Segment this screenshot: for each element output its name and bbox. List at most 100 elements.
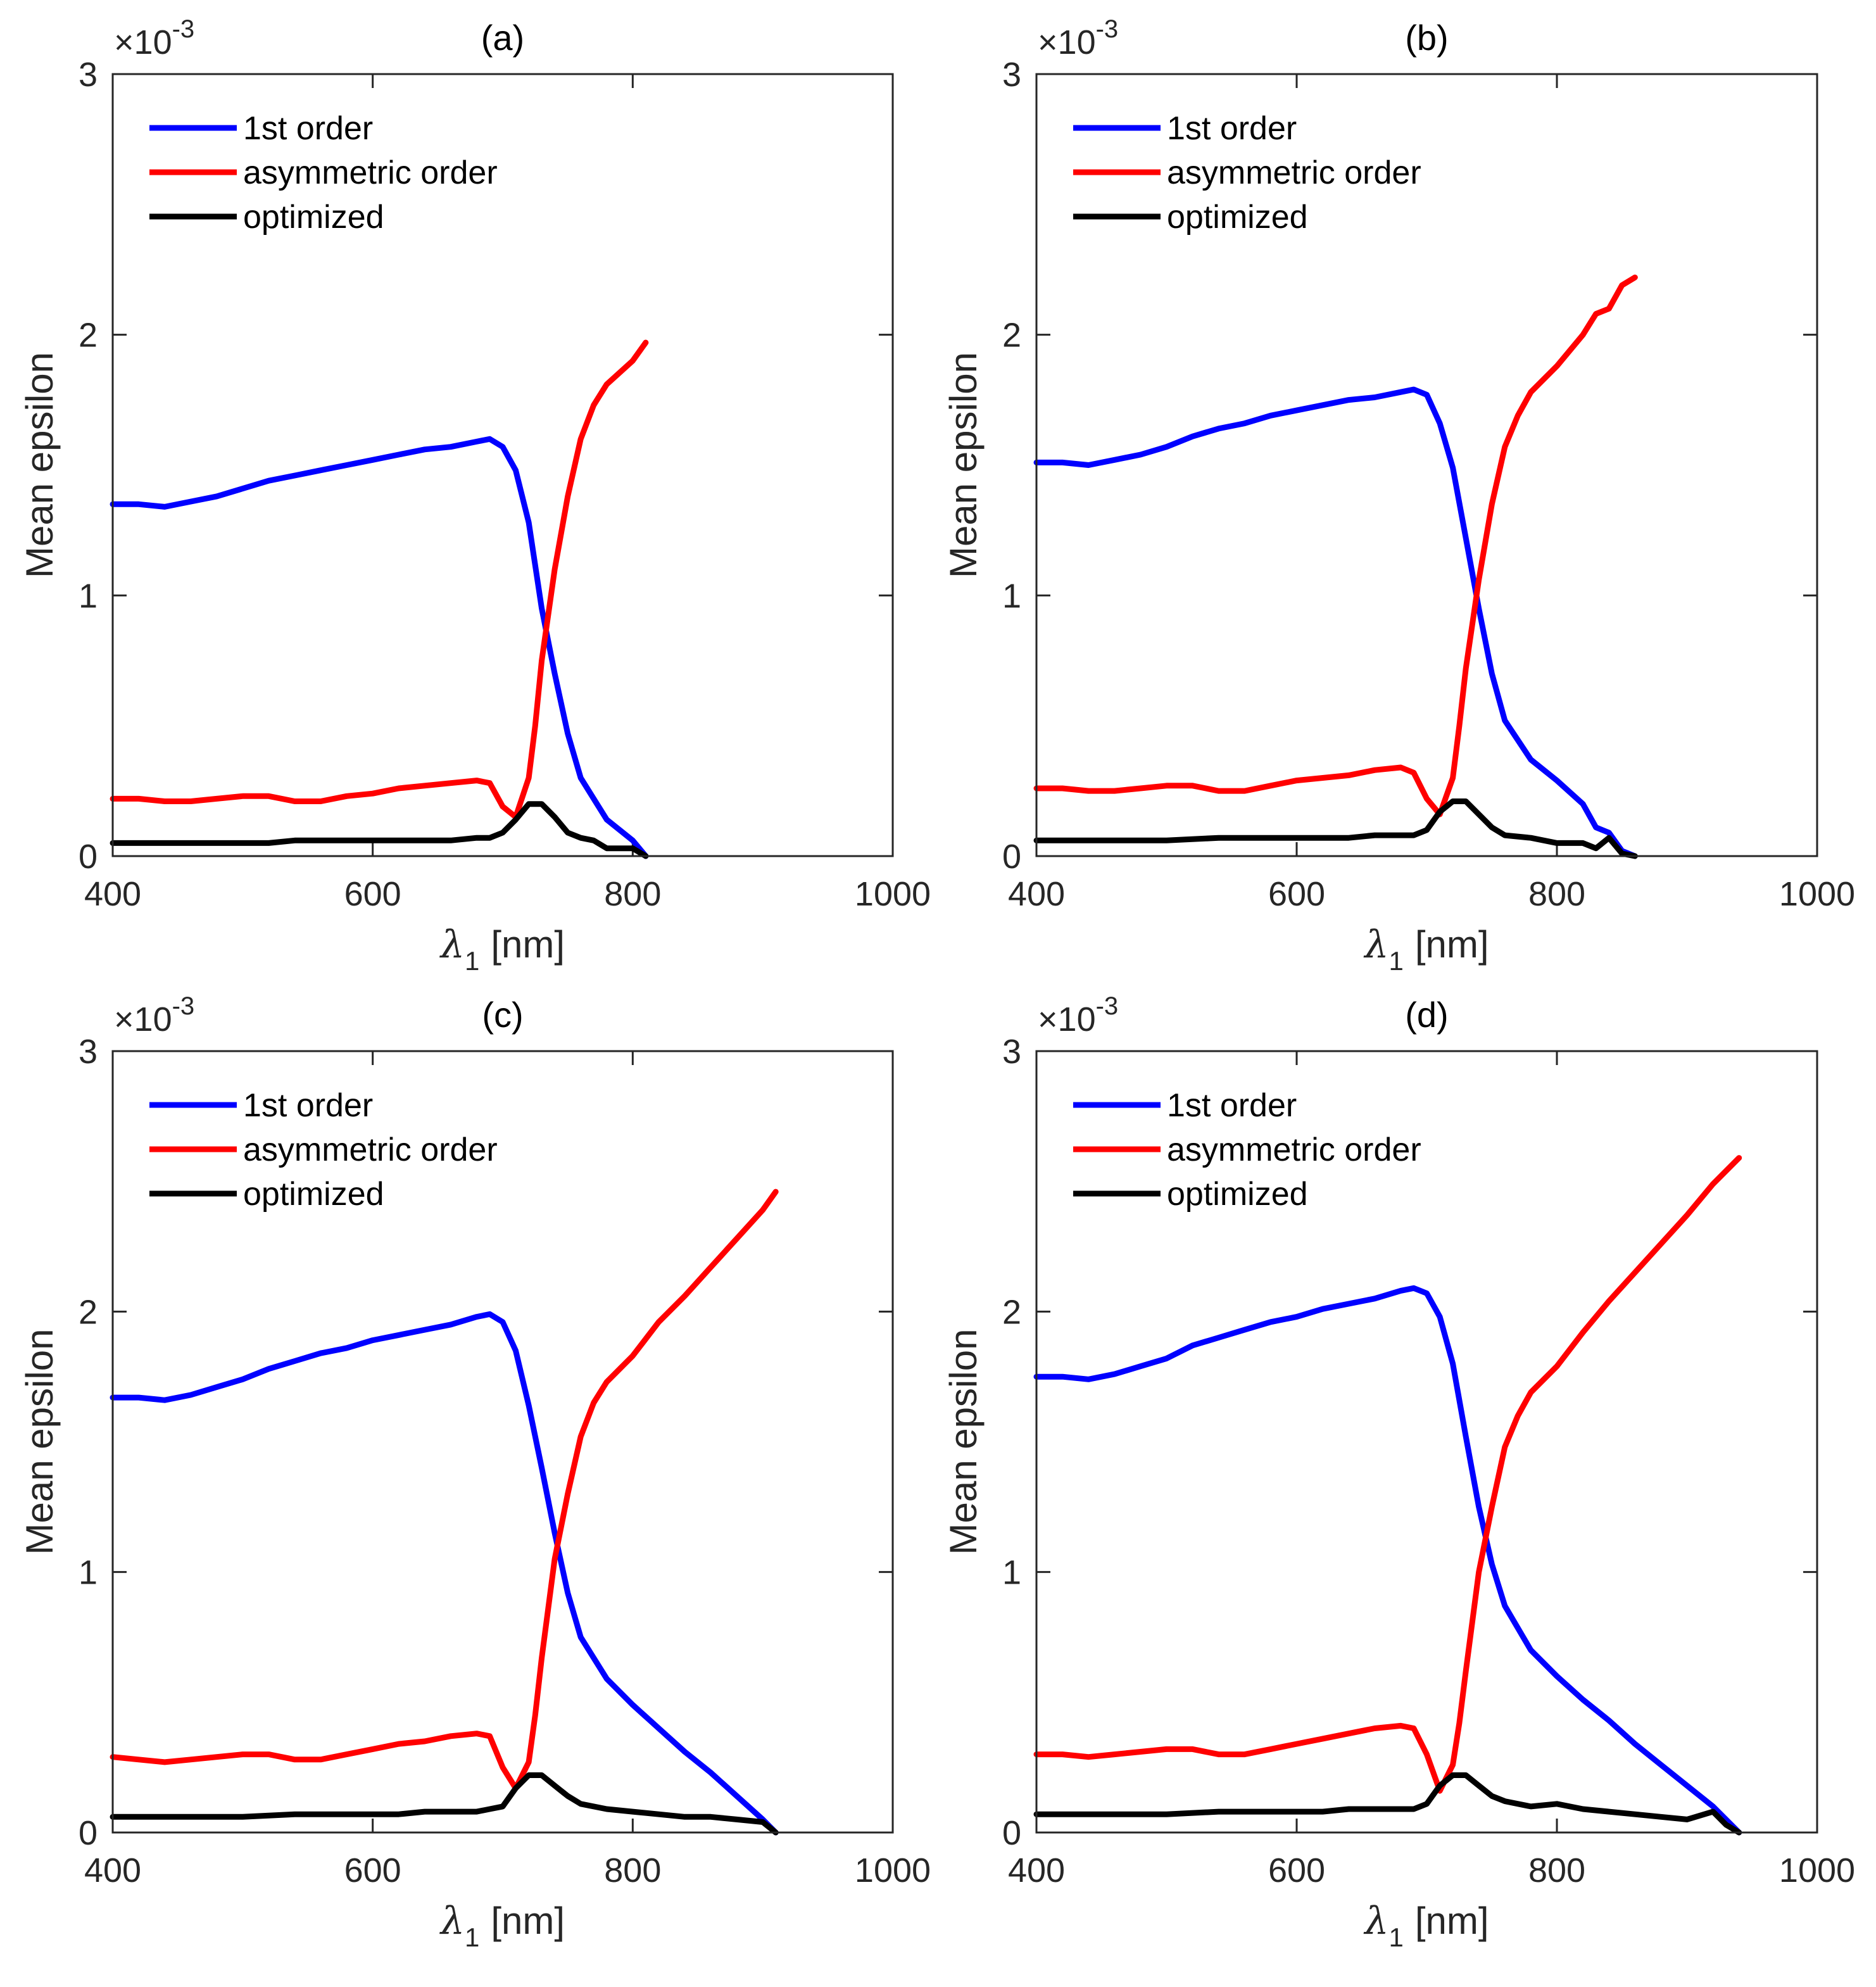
y-exponent-label: ×10-3 [114,992,194,1038]
x-axis-label-symbol: λ [439,1899,465,1943]
x-tick-label: 800 [604,875,661,913]
y-tick-label: 3 [79,56,98,94]
x-axis-label-symbol: λ [439,923,465,967]
x-axis-label: λ1 [nm] [1363,923,1489,976]
y-exponent-power: -3 [172,15,195,43]
x-tick-label: 600 [344,1851,401,1889]
x-axis-label-unit: [nm] [1415,923,1489,966]
axes-box [1035,73,1818,857]
series-line-optimized [1033,1772,1742,1836]
x-axis-label-unit: [nm] [1415,1900,1489,1942]
plot-area [113,1051,893,1832]
y-tick-label: 0 [79,838,98,876]
y-exponent-base: ×10 [1038,23,1096,61]
y-tick-label: 1 [79,577,98,615]
y-exponent-label: ×10-3 [1038,992,1118,1038]
y-exponent-power: -3 [1096,992,1119,1020]
chart-title: (d) [1405,995,1448,1035]
x-axis-label-subscript: 1 [465,1922,479,1952]
y-tick-label: 0 [1002,1814,1021,1852]
legend-label-asymmetric-order: asymmetric order [243,1132,498,1168]
y-axis-label: Mean epsilon [18,1329,61,1555]
y-exponent-power: -3 [172,992,195,1020]
series-line-first-order [110,436,649,859]
series-line-optimized [1033,798,1638,859]
series-line-optimized [110,801,649,859]
y-tick-label: 1 [79,1554,98,1592]
y-tick-label: 0 [79,1814,98,1852]
y-tick-label: 0 [1002,838,1021,876]
y-exponent-label: ×10-3 [1038,15,1118,61]
x-tick-label: 400 [84,875,141,913]
y-tick-label: 1 [1002,1554,1021,1592]
plot-area [113,74,893,856]
y-tick-label: 2 [79,317,98,355]
chart-title: (b) [1405,18,1448,58]
series-line-asymmetric-order [110,1189,779,1791]
y-exponent-label: ×10-3 [114,15,194,61]
x-tick-label: 1000 [1779,1851,1855,1889]
legend-label-asymmetric-order: asymmetric order [243,155,498,191]
y-axis-label: Mean epsilon [942,1329,985,1555]
legend-label-optimized: optimized [243,199,384,236]
legend-label-first-order: 1st order [243,110,373,147]
legend-label-asymmetric-order: asymmetric order [1167,1132,1421,1168]
y-tick-label: 3 [1002,1033,1021,1071]
x-axis-label-subscript: 1 [465,946,479,976]
series-line-asymmetric-order [1033,274,1638,817]
series-line-asymmetric-order [1033,1155,1742,1794]
x-axis-label: λ1 [nm] [1363,1899,1489,1952]
legend-label-optimized: optimized [1167,199,1308,236]
series-line-first-order [1033,386,1638,859]
x-tick-label: 600 [1268,1851,1325,1889]
x-tick-label: 800 [1528,1851,1585,1889]
y-tick-label: 2 [1002,1293,1021,1331]
y-axis-label: Mean epsilon [942,352,985,578]
y-tick-label: 2 [1002,317,1021,355]
y-tick-label: 3 [1002,56,1021,94]
x-axis-label-subscript: 1 [1388,946,1403,976]
series-line-first-order [110,1311,779,1836]
x-tick-label: 1000 [855,1851,931,1889]
x-axis-label-symbol: λ [1363,923,1388,967]
legend-label-optimized: optimized [1167,1176,1308,1213]
x-axis-label-unit: [nm] [491,1900,565,1942]
legend-label-first-order: 1st order [1167,1087,1297,1124]
chart-title: (a) [481,18,524,58]
plot-area [1036,1051,1817,1832]
y-exponent-base: ×10 [114,23,172,61]
x-tick-label: 1000 [855,875,931,913]
series-line-first-order [1033,1285,1742,1836]
axes-box [1035,1050,1818,1834]
series-line-optimized [110,1772,779,1836]
x-tick-label: 600 [1268,875,1325,913]
y-tick-label: 2 [79,1293,98,1331]
plot-area [1036,74,1817,856]
y-tick-label: 3 [79,1033,98,1071]
x-axis-label: λ1 [nm] [439,1899,565,1952]
legend-label-first-order: 1st order [1167,110,1297,147]
x-tick-label: 800 [1528,875,1585,913]
x-axis-label-symbol: λ [1363,1899,1388,1943]
x-axis-label-subscript: 1 [1388,1922,1403,1952]
x-tick-label: 1000 [1779,875,1855,913]
x-axis-label-unit: [nm] [491,923,565,966]
legend-label-first-order: 1st order [243,1087,373,1124]
chart-title: (c) [482,995,523,1035]
y-exponent-base: ×10 [1038,1000,1096,1038]
y-tick-label: 1 [1002,577,1021,615]
x-tick-label: 400 [1008,1851,1065,1889]
y-axis-label: Mean epsilon [18,352,61,578]
x-tick-label: 400 [1008,875,1065,913]
x-axis-label: λ1 [nm] [439,923,565,976]
y-exponent-base: ×10 [114,1000,172,1038]
x-tick-label: 400 [84,1851,141,1889]
axes-box [111,1050,894,1834]
axes-box [111,73,894,857]
legend-label-optimized: optimized [243,1176,384,1213]
